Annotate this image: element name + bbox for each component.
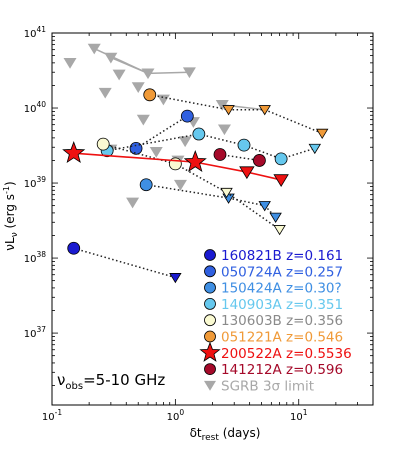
upper-limit-marker <box>273 225 286 236</box>
legend-marker <box>204 249 216 261</box>
series-connector <box>219 153 260 162</box>
upper-limit-marker <box>258 105 271 116</box>
upper-limit-marker <box>239 166 255 180</box>
detection-point <box>237 138 251 152</box>
legend-label: 150424A z=0.30? <box>221 281 342 297</box>
y-tick-label: 1040 <box>24 100 47 115</box>
upper-limit-marker <box>308 143 322 155</box>
x-axis-label: δtrest (days) <box>190 426 261 443</box>
sgrb-limit-marker <box>131 82 145 93</box>
legend-label: 141212A z=0.596 <box>221 362 343 378</box>
detection-point <box>67 241 81 255</box>
sgrb-limit-marker <box>104 52 118 64</box>
series-connector <box>264 108 323 135</box>
sgrb-limit-marker <box>217 124 231 136</box>
sgrb-limit-marker <box>141 68 155 80</box>
upper-limit-marker <box>220 187 233 199</box>
upper-limit-marker <box>269 212 282 223</box>
sgrb-limit-marker <box>112 69 126 81</box>
plot-area: 10-1 100 101 1037 1038 1039 1040 1041 <box>24 25 374 423</box>
y-tick-label: 1041 <box>24 25 47 40</box>
detection-point <box>129 141 143 155</box>
legend-marker <box>204 380 216 391</box>
legend-marker <box>204 330 216 343</box>
sgrb-limit-marker <box>63 57 77 69</box>
sgrb-limit-marker <box>87 43 101 55</box>
legend-marker <box>204 314 216 327</box>
y-tick-label: 1039 <box>24 175 47 190</box>
sgrb-limit-marker <box>178 136 192 148</box>
series-connector <box>243 144 282 160</box>
series-connector <box>198 133 245 146</box>
sgrb-limit-line <box>147 71 190 75</box>
legend-marker <box>199 341 221 362</box>
series-connector <box>174 163 227 194</box>
detection-point <box>213 148 227 161</box>
y-tick-label: 1037 <box>24 325 47 340</box>
y-tick-label: 1038 <box>24 250 47 265</box>
upper-limit-marker <box>222 105 235 116</box>
sgrb-limit-line <box>110 56 149 75</box>
detection-point <box>143 88 157 102</box>
legend-label: 200522A z=0.5536 <box>221 346 352 362</box>
legend-marker <box>204 265 216 278</box>
detection-point <box>180 109 194 123</box>
x-tick-label: 100 <box>167 408 185 423</box>
detection-point <box>139 178 153 192</box>
legend-label: 160821B z=0.161 <box>221 248 343 264</box>
detection-star <box>62 141 86 164</box>
frequency-annotation: νobs=5-10 GHz <box>57 371 165 392</box>
y-axis-label: νLν (erg s-1) <box>2 181 20 250</box>
legend-marker <box>204 363 216 376</box>
upper-limit-marker <box>222 193 235 204</box>
sgrb-limit-marker <box>173 179 187 191</box>
upper-limit-marker <box>273 174 289 188</box>
legend-marker <box>204 281 216 294</box>
legend-marker <box>204 297 216 310</box>
series-connector <box>226 191 281 231</box>
series-connector <box>246 171 282 181</box>
series-connector <box>149 94 229 111</box>
series-connector <box>73 247 176 279</box>
x-tick-label: 101 <box>290 408 308 423</box>
upper-limit-marker <box>315 128 329 140</box>
legend-label: 050724A z=0.257 <box>221 264 343 280</box>
series-connector <box>102 143 176 165</box>
sgrb-limit-marker <box>149 147 163 158</box>
detection-point <box>274 152 288 166</box>
detection-point <box>96 137 110 151</box>
sgrb-limit-marker <box>136 114 150 126</box>
series-connector <box>280 147 316 160</box>
series-connector <box>146 183 229 199</box>
legend-label: SGRB 3σ limit <box>221 378 314 394</box>
upper-limit-marker <box>169 273 182 284</box>
legend-label: 140903A z=0.351 <box>221 297 343 313</box>
sgrb-limit-marker <box>182 67 196 79</box>
detection-point <box>192 127 206 141</box>
legend-label: 130603B z=0.356 <box>221 313 343 329</box>
x-tick-label: 10-1 <box>42 408 62 423</box>
detection-point <box>253 154 266 167</box>
legend-label: 051221A z=0.546 <box>221 330 343 346</box>
sgrb-limit-marker <box>215 100 229 111</box>
series-connector <box>73 152 196 163</box>
detection-star <box>183 149 207 172</box>
upper-limit-marker <box>258 201 271 212</box>
series-connector <box>195 161 248 173</box>
sgrb-limit-marker <box>126 197 140 209</box>
sgrb-limit-marker <box>98 87 112 99</box>
